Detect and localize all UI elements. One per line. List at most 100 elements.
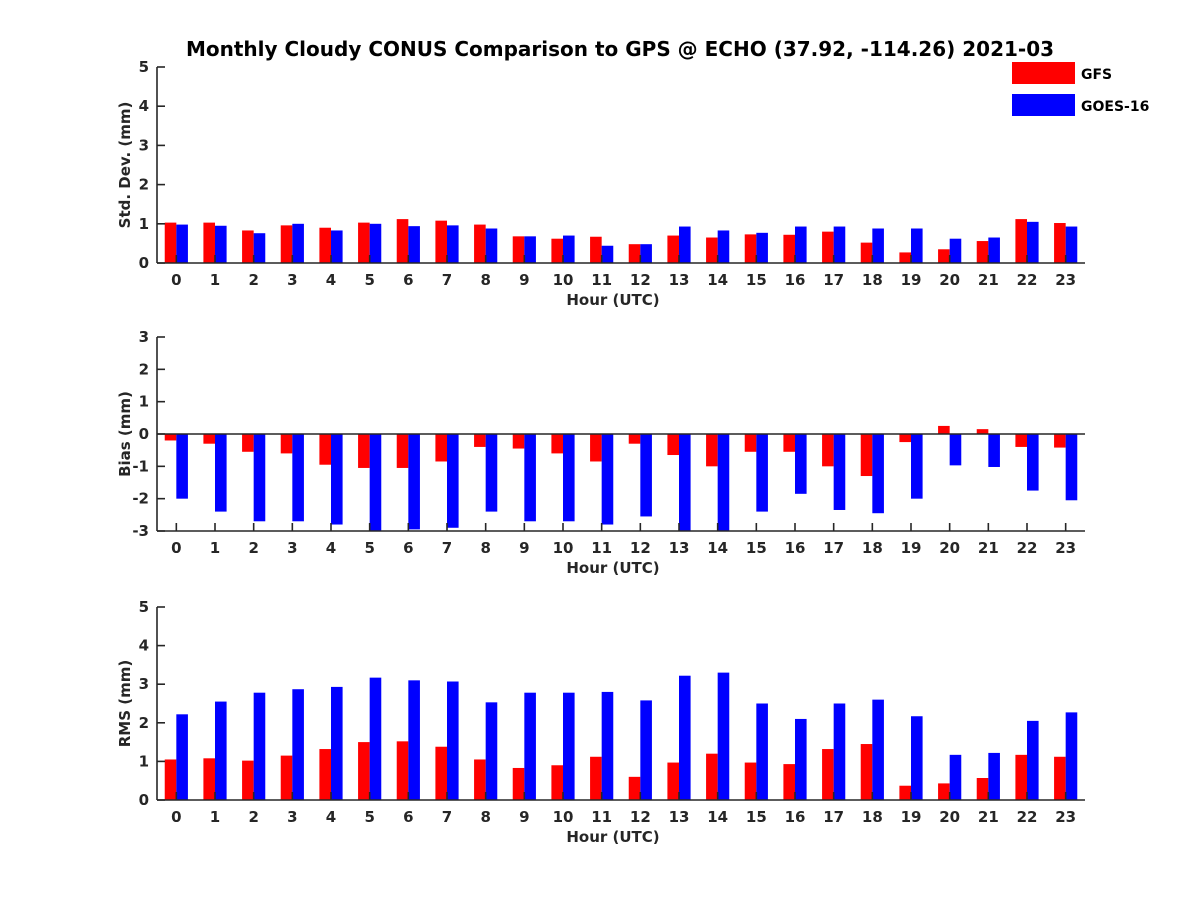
bias-bar-gfs-21 bbox=[976, 429, 989, 434]
legend: GFS GOES-16 bbox=[1012, 62, 1149, 116]
bias-x-tick-label: 7 bbox=[442, 539, 452, 557]
std-dev-x-tick-label: 11 bbox=[591, 271, 612, 289]
std-dev-bar-goes16-17 bbox=[833, 226, 846, 263]
std-dev-x-tick-label: 19 bbox=[901, 271, 922, 289]
rms-bar-goes16-13 bbox=[679, 675, 691, 800]
bias-bar-goes16-14 bbox=[717, 434, 730, 531]
bias-x-tick-label: 18 bbox=[862, 539, 883, 557]
rms-bar-goes16-7 bbox=[447, 681, 459, 800]
legend-label-goes16: GOES-16 bbox=[1081, 99, 1149, 115]
std-dev-bar-gfs-16 bbox=[783, 234, 795, 263]
std-dev-y-axis-label: Std. Dev. (mm) bbox=[116, 102, 134, 229]
bias-x-tick-label: 17 bbox=[823, 539, 844, 557]
bias-bar-goes16-10 bbox=[563, 434, 575, 522]
std-dev-y-tick-label: 2 bbox=[139, 176, 149, 194]
std-dev-bar-goes16-22 bbox=[1027, 221, 1039, 263]
bias-x-tick-label: 2 bbox=[248, 539, 258, 557]
rms-x-tick-label: 7 bbox=[442, 808, 452, 826]
std-dev-y-tick-label: 3 bbox=[139, 136, 149, 154]
rms-bar-goes16-12 bbox=[640, 700, 652, 800]
rms-x-tick-label: 1 bbox=[210, 808, 220, 826]
std-dev-y-tick-label: 4 bbox=[139, 97, 149, 115]
rms-bar-gfs-16 bbox=[783, 764, 795, 800]
bias-x-tick-label: 11 bbox=[591, 539, 612, 557]
bias-y-tick-label: 1 bbox=[139, 393, 149, 411]
rms-bar-goes16-2 bbox=[253, 692, 266, 800]
std-dev-bar-gfs-15 bbox=[744, 234, 757, 263]
rms-y-tick-label: 0 bbox=[139, 791, 149, 809]
std-dev-bar-goes16-23 bbox=[1065, 226, 1078, 263]
rms-x-tick-label: 0 bbox=[171, 808, 181, 826]
std-dev-x-tick-label: 4 bbox=[326, 271, 336, 289]
std-dev-bar-goes16-18 bbox=[872, 228, 884, 263]
bias-bar-goes16-5 bbox=[369, 434, 382, 531]
std-dev-x-tick-label: 1 bbox=[210, 271, 220, 289]
std-dev-bar-goes16-6 bbox=[408, 226, 420, 263]
std-dev-x-tick-label: 13 bbox=[669, 271, 690, 289]
rms-bar-gfs-19 bbox=[899, 785, 911, 800]
bias-bar-gfs-5 bbox=[358, 434, 370, 468]
rms-bar-gfs-21 bbox=[976, 778, 989, 800]
bias-bar-gfs-23 bbox=[1054, 434, 1066, 448]
bias-bar-goes16-9 bbox=[524, 434, 536, 522]
rms-bar-goes16-14 bbox=[717, 672, 730, 800]
bias-bar-goes16-13 bbox=[679, 434, 691, 531]
rms-x-tick-label: 10 bbox=[553, 808, 574, 826]
bias-bar-goes16-3 bbox=[292, 434, 304, 522]
rms-x-tick-label: 22 bbox=[1017, 808, 1038, 826]
std-dev-x-tick-label: 23 bbox=[1055, 271, 1076, 289]
bias-bar-gfs-0 bbox=[164, 434, 177, 441]
std-dev-x-tick-label: 2 bbox=[248, 271, 258, 289]
bias-bar-gfs-15 bbox=[744, 434, 757, 452]
rms-bar-goes16-10 bbox=[563, 692, 575, 800]
bias-x-tick-label: 4 bbox=[326, 539, 336, 557]
rms-x-tick-label: 19 bbox=[901, 808, 922, 826]
bias-x-tick-label: 15 bbox=[746, 539, 767, 557]
bias-bar-gfs-4 bbox=[319, 434, 331, 465]
std-dev-x-tick-label: 17 bbox=[823, 271, 844, 289]
rms-y-axis-label: RMS (mm) bbox=[116, 660, 134, 747]
std-dev-bar-goes16-0 bbox=[176, 224, 188, 263]
bias-x-tick-label: 13 bbox=[669, 539, 690, 557]
std-dev-x-tick-label: 22 bbox=[1017, 271, 1038, 289]
rms-bar-goes16-15 bbox=[756, 703, 768, 800]
bias-bar-gfs-11 bbox=[590, 434, 602, 462]
bias-bar-goes16-7 bbox=[447, 434, 459, 528]
std-dev-bar-gfs-1 bbox=[203, 222, 215, 263]
rms-bar-gfs-12 bbox=[628, 776, 641, 800]
std-dev-bar-goes16-5 bbox=[369, 223, 382, 263]
bias-x-tick-label: 20 bbox=[939, 539, 960, 557]
chart-title: Monthly Cloudy CONUS Comparison to GPS @… bbox=[186, 37, 1054, 61]
bias-y-tick-label: 3 bbox=[139, 328, 149, 346]
std-dev-y-tick-label: 0 bbox=[139, 254, 149, 272]
rms-bar-goes16-16 bbox=[795, 718, 807, 800]
bias-x-tick-label: 23 bbox=[1055, 539, 1076, 557]
std-dev-x-tick-label: 10 bbox=[553, 271, 574, 289]
std-dev-bar-goes16-8 bbox=[485, 228, 498, 263]
bias-bar-gfs-7 bbox=[435, 434, 447, 462]
rms-y-tick-label: 5 bbox=[139, 598, 149, 616]
rms-bar-goes16-8 bbox=[485, 702, 498, 800]
rms-bar-goes16-9 bbox=[524, 692, 536, 800]
rms-x-tick-label: 11 bbox=[591, 808, 612, 826]
bias-y-tick-label: 2 bbox=[139, 360, 149, 378]
bias-bar-goes16-1 bbox=[215, 434, 227, 512]
bias-x-tick-label: 10 bbox=[553, 539, 574, 557]
std-dev-x-tick-label: 8 bbox=[480, 271, 490, 289]
bias-bar-goes16-20 bbox=[949, 434, 962, 466]
bias-bar-goes16-16 bbox=[795, 434, 807, 494]
rms-x-tick-label: 18 bbox=[862, 808, 883, 826]
std-dev-x-tick-label: 16 bbox=[785, 271, 806, 289]
rms-bar-goes16-3 bbox=[292, 689, 304, 800]
std-dev-bar-gfs-10 bbox=[551, 238, 563, 263]
bias-bar-gfs-10 bbox=[551, 434, 563, 454]
std-dev-x-tick-label: 20 bbox=[939, 271, 960, 289]
bias-x-tick-label: 21 bbox=[978, 539, 999, 557]
bias-bar-gfs-19 bbox=[899, 434, 911, 443]
rms-bar-gfs-6 bbox=[396, 741, 409, 800]
rms-bar-goes16-11 bbox=[601, 691, 614, 800]
rms-bar-gfs-22 bbox=[1015, 754, 1027, 800]
